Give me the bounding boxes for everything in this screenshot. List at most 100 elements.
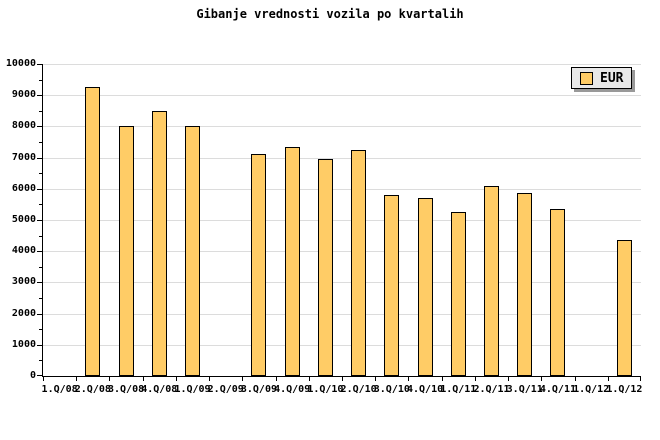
bar-3q08	[118, 126, 134, 376]
x-axis-tick	[342, 377, 343, 381]
bar-4q09	[284, 146, 300, 376]
bar-2q08	[85, 87, 101, 376]
bar-1q12	[616, 240, 632, 376]
y-minor-tick	[39, 235, 42, 237]
bar-1q11	[450, 212, 466, 376]
chart-title: Gibanje vrednosti vozila po kvartalih	[196, 7, 464, 21]
x-axis-tick	[541, 377, 543, 381]
gridline	[43, 126, 641, 128]
y-minor-tick	[39, 79, 42, 81]
x-axis-label: 1.Q/11	[440, 384, 477, 395]
y-major-tick	[37, 313, 42, 315]
gridline	[43, 344, 641, 346]
x-axis-label: 2.Q/08	[74, 384, 111, 395]
bar-2q11	[484, 185, 499, 376]
gridline	[43, 64, 641, 65]
x-axis-label: 2.Q/09	[207, 384, 244, 395]
bar-1q10	[317, 159, 333, 376]
y-minor-tick	[39, 266, 42, 268]
x-axis-label: 1.Q/09	[174, 384, 211, 395]
y-axis-label: 9000	[11, 89, 36, 101]
y-axis-label: 2000	[11, 307, 36, 319]
y-minor-tick	[39, 329, 42, 331]
x-axis-label: 1.Q/10	[307, 384, 344, 395]
x-axis-tick	[474, 377, 476, 381]
y-axis-label: 7000	[11, 151, 36, 163]
x-axis-tick	[607, 377, 609, 381]
x-axis-tick	[308, 377, 310, 381]
y-major-tick	[37, 126, 42, 128]
y-major-tick	[37, 251, 42, 253]
bar-3q09	[251, 154, 267, 376]
gridline	[43, 95, 641, 97]
bar-3q10	[384, 195, 400, 376]
y-minor-tick	[39, 142, 42, 143]
x-axis-tick	[142, 377, 144, 381]
y-major-tick	[37, 157, 42, 159]
gridline	[43, 157, 641, 159]
x-axis-label: 2.Q/10	[340, 384, 377, 395]
y-major-tick	[37, 220, 42, 221]
x-axis-tick	[574, 377, 576, 381]
plot-area	[42, 64, 641, 377]
y-major-tick	[37, 375, 42, 376]
x-axis-tick	[275, 377, 277, 381]
gridline	[43, 220, 641, 221]
x-axis-label: 1.Q/12	[573, 384, 610, 395]
x-axis-tick	[242, 377, 244, 381]
x-axis-label: 3.Q/08	[107, 384, 145, 395]
y-axis-label: 5000	[11, 214, 36, 225]
y-axis-label: 1000	[11, 338, 36, 350]
x-axis-label: 4.Q/08	[141, 384, 178, 395]
x-axis-tick	[76, 377, 78, 381]
bar-1q09	[185, 126, 200, 376]
y-major-tick	[37, 344, 42, 346]
y-major-tick	[37, 64, 42, 65]
x-axis-label: 1.Q/08	[41, 384, 78, 395]
legend-label: EUR	[600, 70, 624, 86]
y-axis-label: 10000	[5, 58, 36, 69]
x-axis-label: 3.Q/10	[373, 384, 410, 395]
y-major-tick	[37, 282, 42, 284]
y-axis-label: 0	[29, 370, 36, 381]
bar-4q08	[151, 110, 167, 376]
x-axis-tick	[441, 377, 443, 381]
bar-2q10	[351, 149, 367, 376]
x-axis-label: 2.Q/11	[473, 384, 510, 395]
x-axis-tick	[640, 377, 641, 381]
legend: EUR	[571, 67, 633, 89]
gridline	[43, 282, 641, 284]
x-axis-tick	[408, 377, 410, 381]
x-axis-label: 4.Q/11	[539, 384, 576, 395]
gridline	[43, 313, 641, 315]
x-axis-tick	[508, 377, 510, 381]
y-minor-tick	[39, 110, 42, 112]
x-axis-label: 3.Q/09	[240, 384, 277, 395]
gridline	[43, 188, 641, 190]
x-axis-label: 4.Q/09	[274, 384, 311, 395]
x-axis-tick	[175, 377, 177, 381]
y-major-tick	[37, 95, 42, 97]
x-axis-tick	[43, 377, 44, 381]
y-minor-tick	[39, 360, 42, 362]
x-axis-tick	[209, 377, 211, 381]
y-axis-label: 6000	[11, 182, 36, 194]
x-axis-label: 4.Q/10	[406, 384, 444, 395]
y-minor-tick	[39, 204, 42, 206]
y-minor-tick	[39, 298, 42, 299]
y-axis-label: 4000	[11, 245, 36, 257]
y-axis-label: 3000	[11, 276, 36, 288]
bar-4q10	[417, 198, 433, 376]
x-axis-label: 3.Q/11	[506, 384, 543, 395]
y-minor-tick	[39, 173, 42, 175]
gridline	[43, 251, 641, 253]
x-axis-tick	[375, 377, 377, 381]
bar-3q11	[517, 193, 533, 376]
legend-swatch-icon	[580, 71, 593, 85]
bar-4q11	[550, 209, 566, 376]
y-major-tick	[37, 188, 42, 190]
y-axis-label: 8000	[11, 120, 36, 132]
x-axis-label: 1.Q/12	[606, 384, 643, 395]
x-axis-tick	[109, 377, 111, 381]
